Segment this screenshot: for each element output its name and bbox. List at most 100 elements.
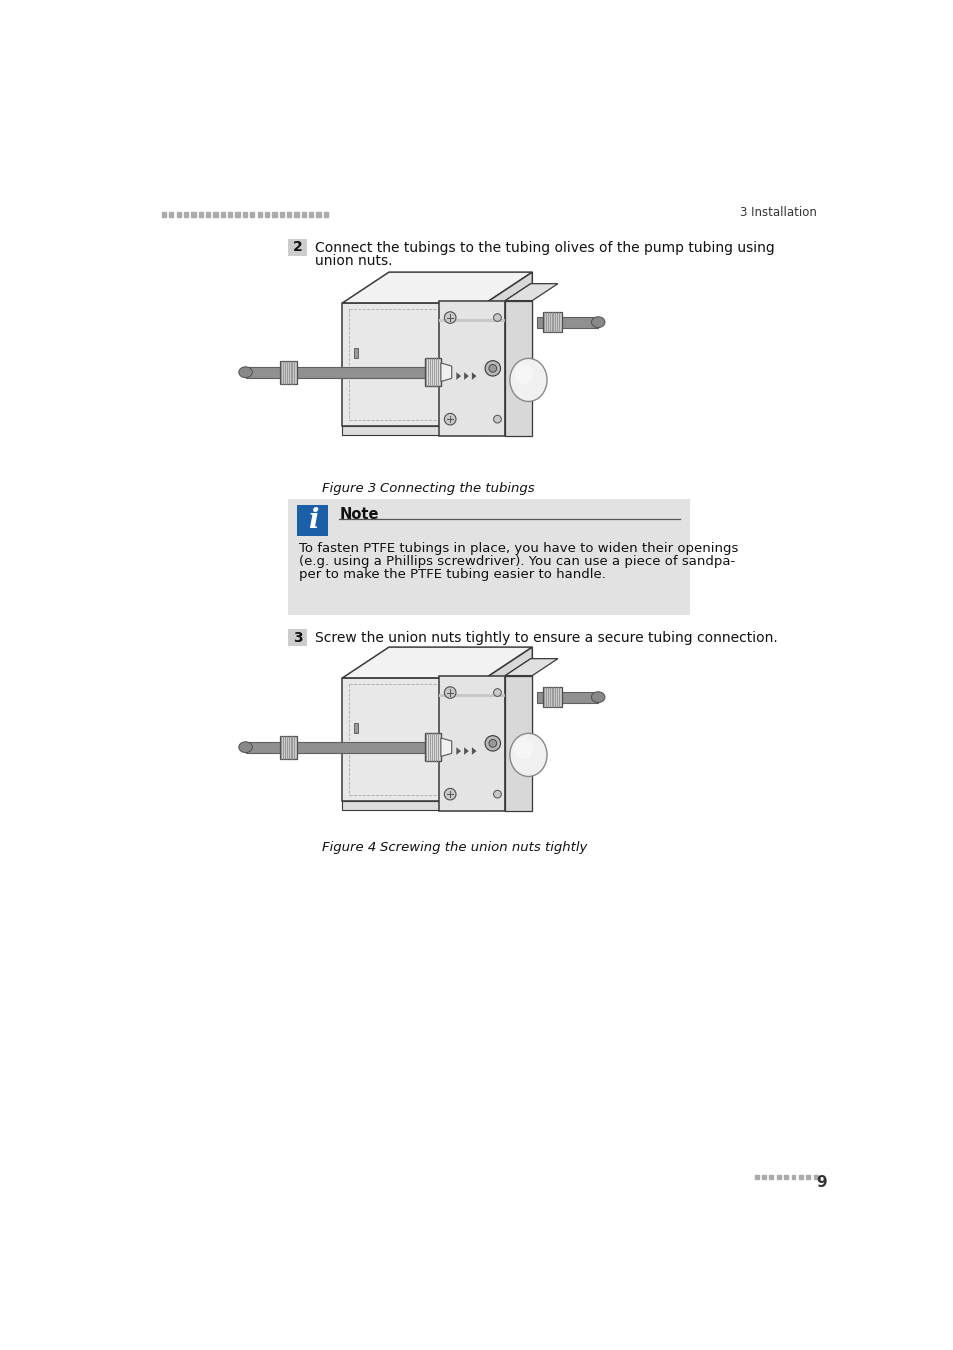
Bar xyxy=(235,212,239,216)
Bar xyxy=(279,736,296,759)
Bar xyxy=(439,301,505,436)
Bar xyxy=(309,212,313,216)
Text: per to make the PTFE tubing easier to handle.: per to make the PTFE tubing easier to ha… xyxy=(298,568,605,580)
Bar xyxy=(769,1176,773,1179)
Bar xyxy=(297,505,328,536)
Ellipse shape xyxy=(591,317,604,328)
Circle shape xyxy=(488,740,497,747)
Bar xyxy=(301,212,306,216)
Ellipse shape xyxy=(238,367,253,378)
Text: Connecting the tubings: Connecting the tubings xyxy=(379,482,534,494)
Polygon shape xyxy=(342,273,532,302)
Bar xyxy=(425,358,440,386)
Polygon shape xyxy=(464,373,468,379)
Bar xyxy=(192,212,195,216)
Ellipse shape xyxy=(514,738,533,760)
Bar xyxy=(805,1176,809,1179)
Bar xyxy=(798,1176,802,1179)
Circle shape xyxy=(444,312,456,323)
Text: 9: 9 xyxy=(816,1174,826,1189)
Bar xyxy=(439,694,505,697)
Text: Connect the tubings to the tubing olives of the pump tubing using: Connect the tubings to the tubing olives… xyxy=(315,240,774,255)
Polygon shape xyxy=(505,659,530,811)
Bar xyxy=(245,367,425,378)
Bar xyxy=(439,675,505,811)
Bar xyxy=(198,212,203,216)
Text: To fasten PTFE tubings in place, you have to widen their openings: To fasten PTFE tubings in place, you hav… xyxy=(298,541,738,555)
Bar xyxy=(425,733,440,761)
Bar xyxy=(323,212,328,216)
Bar xyxy=(761,1176,765,1179)
Bar xyxy=(754,1176,758,1179)
Bar xyxy=(257,212,261,216)
Ellipse shape xyxy=(238,741,253,752)
Text: (e.g. using a Phillips screwdriver). You can use a piece of sandpa-: (e.g. using a Phillips screwdriver). You… xyxy=(298,555,735,568)
Text: 3: 3 xyxy=(293,630,302,645)
Bar xyxy=(220,212,225,216)
Bar xyxy=(813,1176,817,1179)
Bar xyxy=(184,212,188,216)
Bar xyxy=(279,212,284,216)
Polygon shape xyxy=(456,373,460,379)
Ellipse shape xyxy=(591,691,604,702)
Ellipse shape xyxy=(509,358,546,401)
Polygon shape xyxy=(485,647,532,801)
Polygon shape xyxy=(505,284,530,436)
Polygon shape xyxy=(505,284,558,301)
Circle shape xyxy=(484,736,500,751)
Bar xyxy=(354,722,357,733)
Text: Screw the union nuts tightly to ensure a secure tubing connection.: Screw the union nuts tightly to ensure a… xyxy=(315,630,778,645)
Polygon shape xyxy=(464,747,468,755)
Text: Figure 4: Figure 4 xyxy=(322,841,376,855)
Circle shape xyxy=(488,364,497,373)
Text: union nuts.: union nuts. xyxy=(315,254,393,269)
Circle shape xyxy=(493,790,500,798)
Bar xyxy=(776,1176,780,1179)
Text: Note: Note xyxy=(339,508,378,522)
Ellipse shape xyxy=(514,363,533,385)
Polygon shape xyxy=(342,801,485,810)
Bar xyxy=(272,212,276,216)
Circle shape xyxy=(444,687,456,698)
Bar xyxy=(243,212,247,216)
Bar xyxy=(265,212,269,216)
Polygon shape xyxy=(440,738,452,756)
Circle shape xyxy=(484,360,500,377)
Polygon shape xyxy=(456,747,460,755)
Polygon shape xyxy=(342,302,485,427)
Polygon shape xyxy=(505,659,558,675)
Circle shape xyxy=(493,313,500,321)
Text: Screwing the union nuts tightly: Screwing the union nuts tightly xyxy=(379,841,586,855)
Circle shape xyxy=(444,788,456,801)
Polygon shape xyxy=(485,396,532,435)
Bar xyxy=(206,212,210,216)
Text: i: i xyxy=(308,508,318,535)
Polygon shape xyxy=(342,427,485,435)
Bar xyxy=(294,212,298,216)
Bar xyxy=(288,239,307,256)
Bar xyxy=(505,301,532,436)
Polygon shape xyxy=(472,373,476,379)
Text: 2: 2 xyxy=(293,240,302,254)
Polygon shape xyxy=(440,363,452,382)
Bar xyxy=(213,212,217,216)
Ellipse shape xyxy=(509,733,546,776)
Bar xyxy=(791,1176,795,1179)
Polygon shape xyxy=(342,678,485,801)
Polygon shape xyxy=(485,771,532,810)
Bar xyxy=(537,691,598,702)
Bar xyxy=(287,212,291,216)
Bar xyxy=(783,1176,787,1179)
Bar xyxy=(288,500,689,614)
Bar xyxy=(505,675,532,811)
Bar xyxy=(279,360,296,383)
Text: Figure 3: Figure 3 xyxy=(322,482,376,494)
Circle shape xyxy=(493,416,500,423)
Bar xyxy=(439,319,505,323)
Bar xyxy=(288,629,307,647)
Bar xyxy=(542,687,561,707)
Bar xyxy=(537,317,598,328)
Polygon shape xyxy=(342,647,532,678)
Circle shape xyxy=(444,413,456,425)
Bar xyxy=(176,212,181,216)
